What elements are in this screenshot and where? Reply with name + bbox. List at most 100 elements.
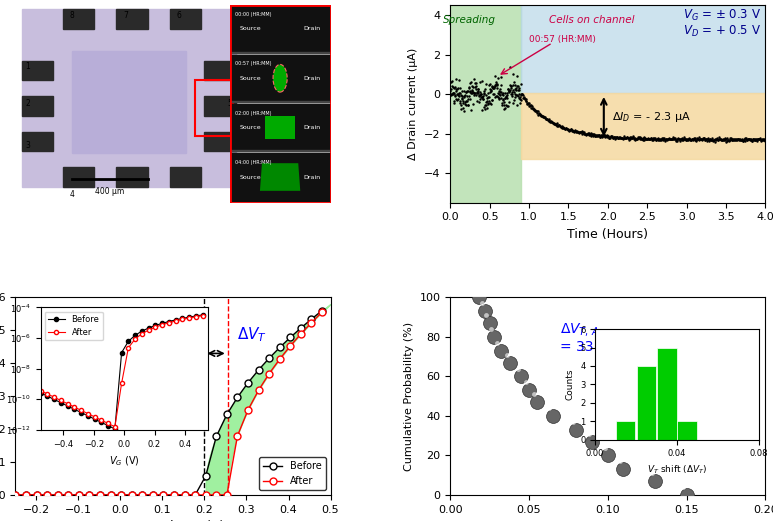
Text: $V_D$ = + 0.5 V: $V_D$ = + 0.5 V (683, 24, 761, 39)
After (296, 331, 305, 337)
After (11, 492, 20, 498)
Text: 2: 2 (26, 100, 30, 108)
Bar (116, 167, 148, 187)
After (74, 492, 83, 498)
Bar (116, 9, 148, 29)
Bar (205, 132, 236, 151)
After (53, 492, 63, 498)
Before (95, 492, 104, 498)
Bar (22, 132, 53, 151)
Text: $\Delta V_T$: $\Delta V_T$ (237, 325, 267, 343)
Bar (521, 93, 765, 159)
Before (275, 344, 284, 351)
Before (212, 433, 221, 440)
Text: $\Delta I_D$ = - 2.3 μA: $\Delta I_D$ = - 2.3 μA (611, 110, 690, 124)
After (148, 492, 158, 498)
After (318, 309, 327, 315)
Before (254, 367, 264, 373)
Before (180, 492, 189, 498)
After (254, 387, 264, 393)
Before (233, 394, 242, 401)
Before (191, 492, 200, 498)
Before (201, 473, 210, 479)
Line: After: After (12, 308, 325, 499)
After (180, 492, 189, 498)
Before (85, 492, 94, 498)
Bar (205, 96, 236, 116)
After (201, 492, 210, 498)
Bar (170, 9, 201, 29)
Text: 7: 7 (123, 10, 128, 20)
Text: $V_G$ = ± 0.3 V: $V_G$ = ± 0.3 V (683, 8, 761, 23)
After (158, 492, 168, 498)
Before (148, 492, 158, 498)
Bar (63, 9, 94, 29)
Text: 400 μm: 400 μm (95, 187, 124, 196)
Bar (521, 5, 765, 93)
Before (53, 492, 63, 498)
Text: $\Delta V_{T,\, Ave}$
= 33 mV: $\Delta V_{T,\, Ave}$ = 33 mV (560, 321, 621, 354)
After (223, 492, 232, 498)
After (106, 492, 115, 498)
X-axis label: Time (Hours): Time (Hours) (567, 228, 649, 241)
After (212, 492, 221, 498)
Bar (450, 5, 521, 203)
X-axis label: Gate voltage (V): Gate voltage (V) (121, 520, 225, 521)
After (169, 492, 179, 498)
Before (22, 492, 31, 498)
Y-axis label: Cumulative Probability (%): Cumulative Probability (%) (404, 321, 414, 471)
Before (307, 316, 316, 322)
Text: 6: 6 (177, 10, 182, 20)
Before (223, 411, 232, 417)
Before (286, 334, 295, 341)
Bar (195, 80, 233, 135)
After (307, 319, 316, 326)
Bar (22, 60, 53, 80)
Before (117, 492, 126, 498)
Before (11, 492, 20, 498)
Before (158, 492, 168, 498)
Before (264, 355, 274, 361)
After (95, 492, 104, 498)
Legend: Before, After: Before, After (259, 457, 325, 490)
Before (243, 380, 253, 386)
Text: 00:57 (HR:MM): 00:57 (HR:MM) (529, 35, 596, 44)
Before (127, 492, 136, 498)
After (264, 370, 274, 377)
After (43, 492, 52, 498)
After (22, 492, 31, 498)
Text: 4: 4 (70, 190, 75, 200)
Before (106, 492, 115, 498)
Before (74, 492, 83, 498)
Before (138, 492, 147, 498)
After (63, 492, 73, 498)
Bar (22, 9, 236, 187)
After (117, 492, 126, 498)
After (127, 492, 136, 498)
Bar (22, 96, 53, 116)
Y-axis label: Δ Drain current (μA): Δ Drain current (μA) (408, 48, 418, 160)
After (191, 492, 200, 498)
Before (63, 492, 73, 498)
Text: 8: 8 (70, 10, 74, 20)
After (243, 407, 253, 413)
Text: Cells on channel: Cells on channel (550, 15, 635, 25)
Before (169, 492, 179, 498)
After (233, 432, 242, 439)
After (85, 492, 94, 498)
Line: Before: Before (12, 307, 325, 499)
Before (32, 492, 41, 498)
After (138, 492, 147, 498)
Text: Spreading: Spreading (444, 15, 496, 25)
Before (318, 307, 327, 314)
Text: 5: 5 (227, 100, 232, 108)
X-axis label: Threshold voltage shift ($\Delta V_T$): Threshold voltage shift ($\Delta V_T$) (517, 520, 698, 521)
Bar (170, 167, 201, 187)
Bar (205, 60, 236, 80)
After (286, 343, 295, 349)
Bar (72, 51, 186, 153)
Text: 1: 1 (26, 62, 30, 71)
Before (43, 492, 52, 498)
Text: 3: 3 (26, 141, 30, 150)
Bar (63, 167, 94, 187)
